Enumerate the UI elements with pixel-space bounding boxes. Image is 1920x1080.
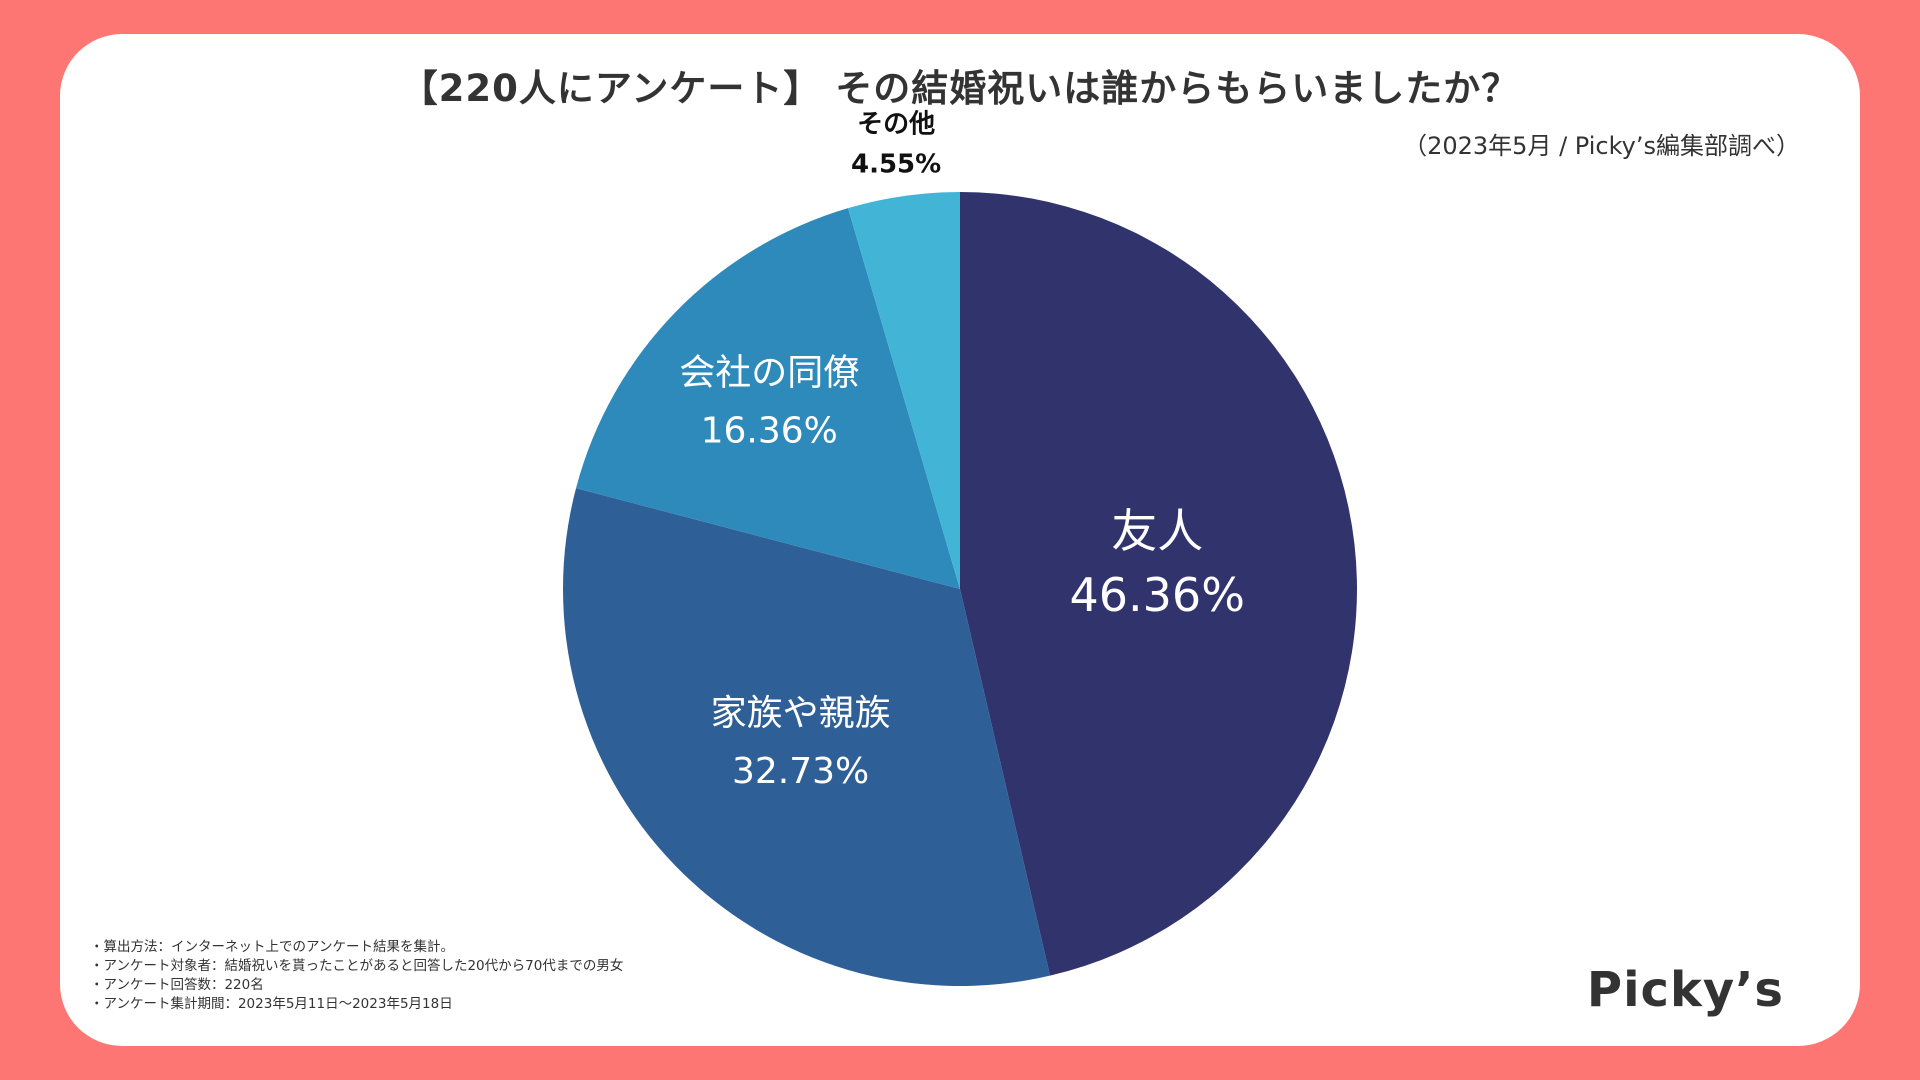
- note-period: ・アンケート集計期間：2023年5月11日〜2023年5月18日: [90, 996, 453, 1012]
- note-count: ・アンケート回答数：220名: [90, 977, 264, 993]
- survey-notes: ・算出方法：インターネット上でのアンケート結果を集計。 ・アンケート対象者：結婚…: [90, 938, 623, 1014]
- pie-slice-3: [576, 208, 960, 589]
- pie-slices: [563, 192, 1357, 986]
- source-note: （2023年5月 / Picky’s編集部調べ）: [1403, 132, 1800, 160]
- pie-slice-4: [848, 192, 960, 589]
- slice-value-4: 4.55%: [851, 149, 941, 179]
- slice-label-3: 会社の同僚: [679, 353, 859, 394]
- pie-chart: 友人 46.36% 家族や親族 32.73% 会社の同僚 16.36% その他 4.55%: [563, 109, 1357, 986]
- slice-value-3: 16.36%: [701, 411, 838, 452]
- slice-value-1: 46.36%: [1070, 568, 1245, 622]
- chart-title: 【220人にアンケート】 その結婚祝いは誰からもらいましたか？: [400, 67, 1520, 110]
- note-target: ・アンケート対象者：結婚祝いを貰ったことがあると回答した20代から70代までの男…: [90, 958, 624, 974]
- note-method: ・算出方法：インターネット上でのアンケート結果を集計。: [90, 939, 454, 955]
- chart-card: 【220人にアンケート】 その結婚祝いは誰からもらいましたか？ （2023年5月…: [60, 34, 1860, 1046]
- brand-logo: Picky’s: [1586, 962, 1784, 1018]
- pie-labels: 友人 46.36% 家族や親族 32.73% 会社の同僚 16.36% その他 4.55%: [679, 109, 1245, 792]
- slice-label-1: 友人: [1111, 504, 1203, 558]
- pie-slice-1: [960, 192, 1357, 976]
- slice-value-2: 32.73%: [732, 751, 869, 792]
- slice-label-2: 家族や親族: [711, 693, 891, 734]
- slice-label-4: その他: [857, 109, 935, 139]
- pie-slice-2: [563, 488, 1051, 986]
